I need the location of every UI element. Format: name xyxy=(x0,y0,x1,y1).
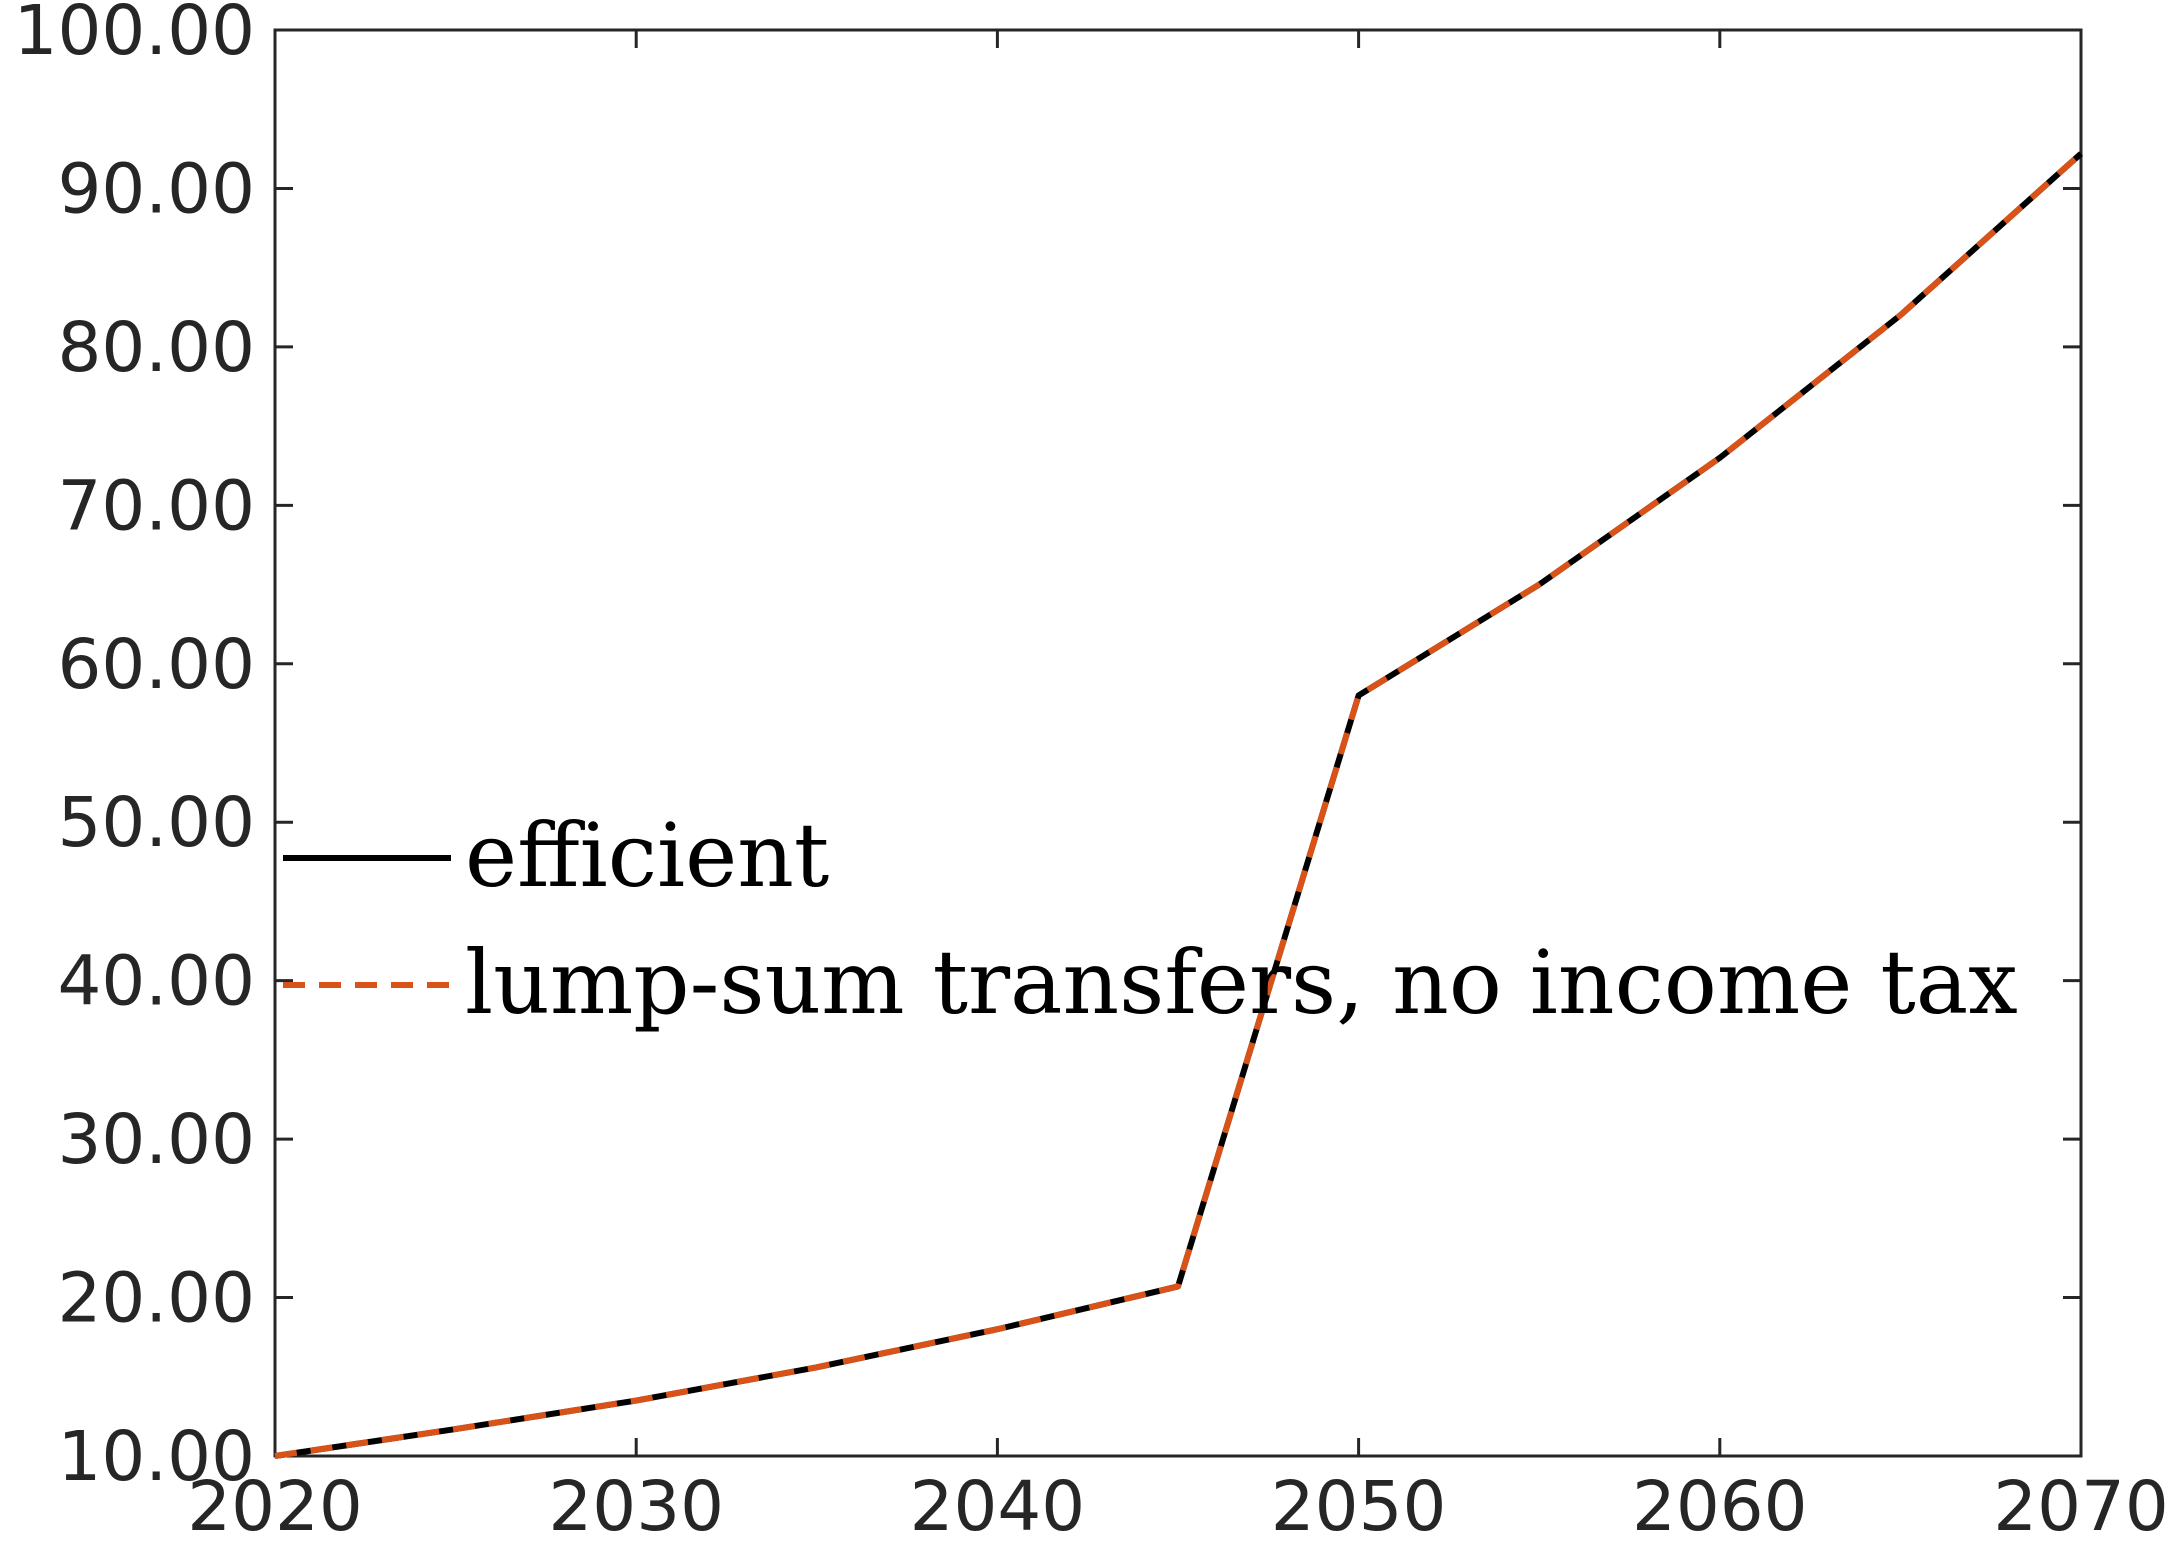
axes: 2020 2030 2040 2050 2060 2070 10.00 20.00 30.00 4… xyxy=(14,0,2169,1547)
x-tick-label: 2050 xyxy=(1271,1467,1447,1547)
y-tick-label: 10.00 xyxy=(57,1417,255,1497)
x-tick-label: 2060 xyxy=(1632,1467,1808,1547)
x-tick-label: 2070 xyxy=(1993,1467,2169,1547)
y-tick-label: 90.00 xyxy=(57,149,255,229)
legend-label: efficient xyxy=(465,804,829,907)
y-tick-label: 40.00 xyxy=(57,942,255,1022)
x-tick-label: 2030 xyxy=(548,1467,724,1547)
y-tick-label: 30.00 xyxy=(57,1100,255,1180)
series-group xyxy=(274,151,2084,1459)
y-tick-label: 60.00 xyxy=(57,625,255,705)
y-tick-label: 70.00 xyxy=(57,466,255,546)
legend-label: lump-sum transfers, no income tax xyxy=(465,931,2018,1034)
legend: efficient lump-sum transfers, no income t… xyxy=(283,804,2018,1034)
y-tick-label: 100.00 xyxy=(14,0,255,71)
y-tick-label: 20.00 xyxy=(57,1259,255,1339)
y-tick-label: 80.00 xyxy=(57,308,255,388)
y-tick-label: 50.00 xyxy=(57,783,255,863)
x-tick-label: 2040 xyxy=(910,1467,1086,1547)
x-tick-label: 2020 xyxy=(187,1467,363,1547)
plot-frame xyxy=(273,28,2083,1458)
